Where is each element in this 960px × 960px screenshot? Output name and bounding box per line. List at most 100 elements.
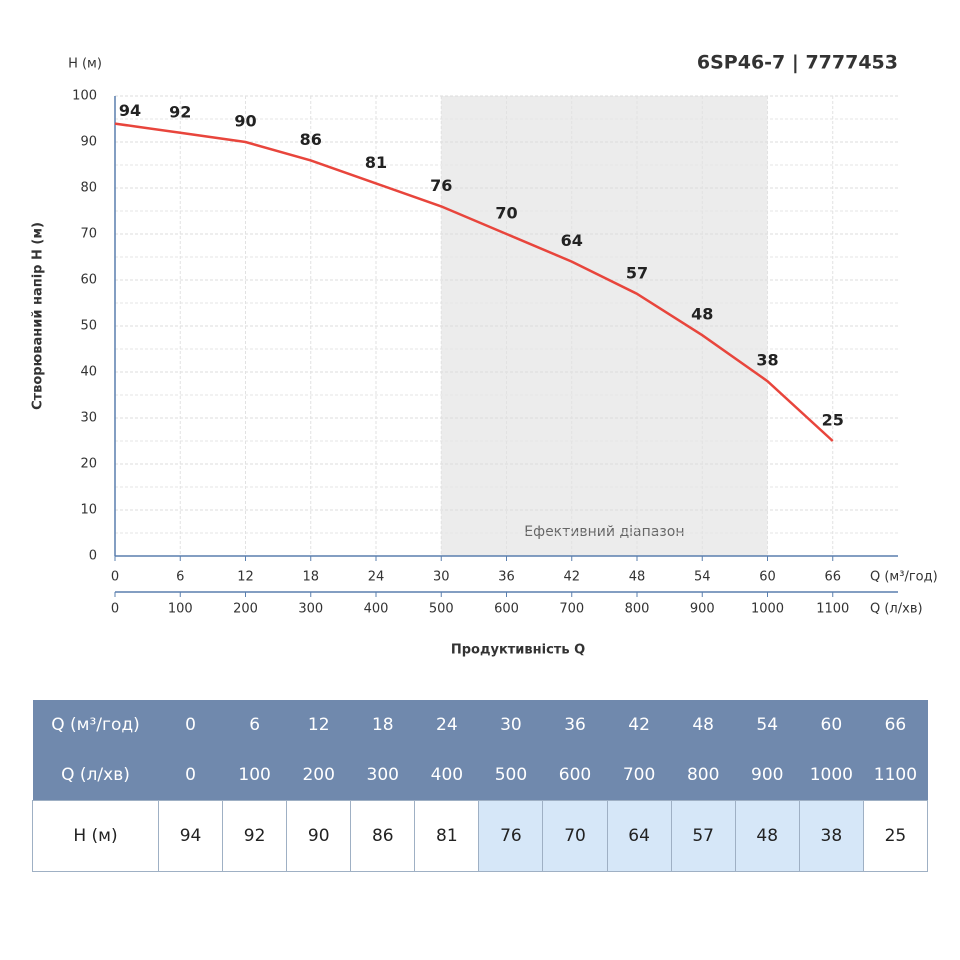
x2-unit-label: Q (л/хв): [870, 602, 923, 617]
data-label: 76: [430, 176, 452, 195]
table-cell: 36: [542, 700, 608, 750]
data-label: 57: [626, 263, 648, 282]
table-cell: 60: [799, 700, 864, 750]
data-label: 64: [561, 231, 583, 250]
table-cell: 400: [414, 750, 479, 801]
table-cell: 0: [158, 700, 223, 750]
table-cell: 0: [158, 750, 223, 801]
table-cell: 48: [671, 700, 736, 750]
y-tick-label: 40: [80, 365, 97, 380]
table-cell: 600: [542, 750, 608, 801]
x2-tick-label: 500: [429, 602, 454, 617]
table-cell: 700: [607, 750, 672, 801]
x-tick-label: 24: [368, 570, 385, 585]
x2-tick-label: 700: [559, 602, 584, 617]
x-tick-label: 18: [302, 570, 319, 585]
data-label: 70: [495, 204, 517, 223]
table-cell: 300: [350, 750, 415, 801]
y-tick-label: 90: [80, 135, 97, 150]
x2-tick-label: 100: [168, 602, 193, 617]
data-label: 25: [822, 411, 844, 430]
table-cell: 1100: [863, 750, 928, 801]
data-label: 48: [691, 305, 713, 324]
table-cell: 500: [478, 750, 543, 801]
x2-tick-label: 600: [494, 602, 519, 617]
table-cell: 86: [350, 800, 416, 872]
table-cell: 64: [606, 800, 672, 872]
table-cell: 200: [286, 750, 351, 801]
x-tick-label: 12: [237, 570, 254, 585]
table-cell: 25: [862, 800, 929, 872]
data-label: 92: [169, 102, 191, 121]
x2-tick-label: 0: [111, 602, 119, 617]
table-cell: 66: [863, 700, 928, 750]
y-tick-label: 0: [89, 549, 97, 564]
table-cell: 900: [735, 750, 800, 801]
table-cell: 90: [286, 800, 352, 872]
x2-tick-label: 900: [690, 602, 715, 617]
y-tick-label: 70: [80, 227, 97, 242]
table-cell: 100: [222, 750, 287, 801]
x-tick-label: 48: [629, 570, 646, 585]
table-cell: 54: [735, 700, 800, 750]
table-cell: 38: [798, 800, 864, 872]
y-tick-label: 30: [80, 411, 97, 426]
x2-tick-label: 300: [298, 602, 323, 617]
x-tick-label: 66: [824, 570, 841, 585]
table-cell: 6: [222, 700, 287, 750]
y-tick-label: 80: [80, 181, 97, 196]
chart: 6SP46-7 | 7777453 H (м) Створюваний напі…: [31, 52, 938, 658]
table-cell: 30: [478, 700, 543, 750]
table-cell: 57: [670, 800, 736, 872]
x2-tick-label: 400: [364, 602, 389, 617]
y-tick-label: 20: [80, 457, 97, 472]
x2-tick-label: 200: [233, 602, 258, 617]
table-cell: 81: [414, 800, 480, 872]
x-tick-label: 42: [563, 570, 580, 585]
table-cell: Q (л/хв): [32, 750, 159, 801]
y-tick-label: 100: [72, 89, 97, 104]
x2-tick-label: 800: [625, 602, 650, 617]
x2-tick-label: 1000: [751, 602, 784, 617]
table-cell: 800: [671, 750, 736, 801]
y-unit-label: H (м): [68, 57, 102, 72]
table-cell: 76: [478, 800, 544, 872]
chart-title: 6SP46-7 | 7777453: [697, 52, 898, 74]
data-table: Q (м³/год) 0 6 12 18 24 30 36 42 48 54 60 66 Q (л/хв)…: [32, 700, 929, 872]
table-cell: 94: [157, 800, 224, 872]
data-label: 94: [119, 101, 141, 120]
x-tick-label: 30: [433, 570, 450, 585]
table-row: H (м) 94 92 90 86 81 76 70 64 57 48 38 25: [32, 800, 929, 872]
series-line: [114, 122, 834, 442]
table-cell: 24: [414, 700, 479, 750]
x2-tick-label: 1100: [816, 602, 849, 617]
x-tick-label: 0: [111, 570, 119, 585]
table-row: Q (л/хв) 0 100 200 300 400 500 600 700 800 900 1000…: [32, 750, 928, 801]
table-cell: H (м): [32, 800, 159, 872]
x-tick-label: 60: [759, 570, 776, 585]
table-cell: 18: [350, 700, 415, 750]
y-tick-label: 50: [80, 319, 97, 334]
x-unit-label: Q (м³/год): [870, 570, 938, 585]
data-label: 38: [756, 351, 778, 370]
table-cell: 48: [734, 800, 800, 872]
x-tick-label: 6: [176, 570, 184, 585]
data-label: 86: [300, 130, 322, 149]
x-tick-label: 54: [694, 570, 711, 585]
y-tick-label: 60: [80, 273, 97, 288]
table-cell: 12: [286, 700, 351, 750]
data-label: 90: [234, 112, 256, 131]
table-cell: 42: [607, 700, 672, 750]
table-row: Q (м³/год) 0 6 12 18 24 30 36 42 48 54 60 66: [32, 700, 928, 750]
table-cell: 92: [222, 800, 288, 872]
data-label: 81: [365, 153, 387, 172]
y-tick-label: 10: [80, 503, 97, 518]
x-axis-label: Продуктивність Q: [451, 643, 585, 658]
table-cell: Q (м³/год): [32, 700, 159, 750]
y-axis-label: Створюваний напір H (м): [31, 222, 46, 410]
x-tick-label: 36: [498, 570, 515, 585]
table-cell: 1000: [799, 750, 864, 801]
band-label: Ефективний діапазон: [524, 524, 684, 540]
table-cell: 70: [542, 800, 608, 872]
